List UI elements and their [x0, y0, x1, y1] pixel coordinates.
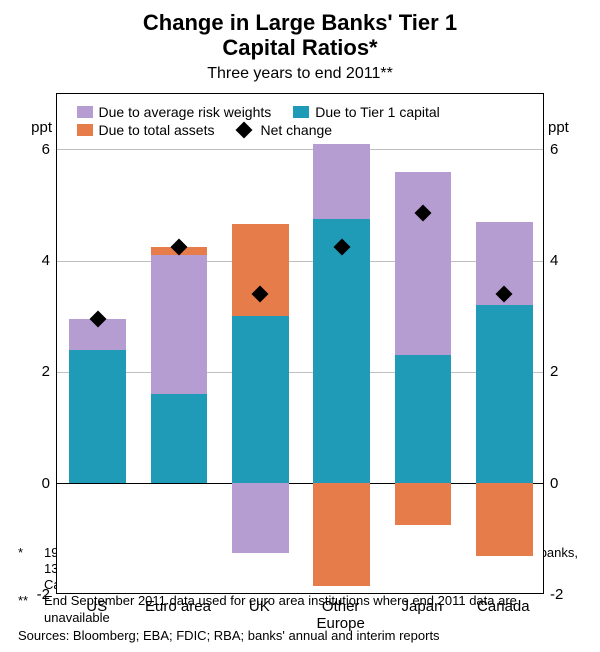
zero-line [57, 483, 543, 484]
gridline [57, 372, 543, 373]
title-line2: Capital Ratios* [222, 35, 377, 60]
ytick-left: 0 [18, 475, 50, 492]
chart-container: Change in Large Banks' Tier 1Capital Rat… [0, 0, 600, 652]
chart-title: Change in Large Banks' Tier 1Capital Rat… [18, 10, 582, 61]
legend: Due to average risk weights Due to Tier 1… [77, 104, 440, 140]
legend-marker-net [236, 121, 253, 138]
y-unit-right: ppt [548, 119, 569, 136]
category-label: Japan [381, 598, 462, 615]
bar-tier1 [313, 219, 370, 483]
ytick-right: 0 [550, 475, 558, 492]
bar-risk_weights [395, 172, 452, 356]
bar-tier1 [151, 394, 208, 483]
ytick-right: 2 [550, 363, 558, 380]
category-label: Canada [463, 598, 544, 615]
legend-label: Due to Tier 1 capital [315, 104, 440, 120]
chart-subtitle: Three years to end 2011** [18, 65, 582, 83]
category-label: OtherEurope [300, 598, 381, 632]
bar-total_assets [476, 483, 533, 555]
plot-area-wrapper: Due to average risk weights Due to Tier 1… [18, 89, 582, 539]
bar-total_assets [232, 224, 289, 316]
legend-label: Due to average risk weights [99, 104, 272, 120]
plot-area: Due to average risk weights Due to Tier 1… [56, 93, 544, 594]
title-line1: Change in Large Banks' Tier 1 [143, 10, 457, 35]
legend-swatch-total-assets [77, 124, 93, 136]
ytick-right: -2 [550, 586, 563, 603]
bar-tier1 [232, 316, 289, 483]
ytick-left: 2 [18, 363, 50, 380]
gridline [57, 149, 543, 150]
bar-risk_weights [313, 144, 370, 219]
bar-total_assets [395, 483, 452, 525]
ytick-left: 4 [18, 252, 50, 269]
bar-risk_weights [232, 483, 289, 553]
ytick-right: 6 [550, 141, 558, 158]
gridline [57, 261, 543, 262]
bar-tier1 [476, 305, 533, 483]
ytick-left: 6 [18, 141, 50, 158]
bar-tier1 [395, 355, 452, 483]
legend-swatch-tier1 [293, 106, 309, 118]
legend-swatch-risk-weights [77, 106, 93, 118]
legend-label: Due to total assets [99, 122, 215, 138]
ytick-left: -2 [18, 586, 50, 603]
bar-risk_weights [151, 255, 208, 394]
category-label: US [56, 598, 137, 615]
bar-total_assets [313, 483, 370, 586]
bar-tier1 [69, 350, 126, 484]
y-unit-left: ppt [18, 119, 52, 136]
category-label: Euro area [137, 598, 218, 615]
category-label: UK [219, 598, 300, 615]
ytick-right: 4 [550, 252, 558, 269]
legend-label: Net change [260, 122, 332, 138]
